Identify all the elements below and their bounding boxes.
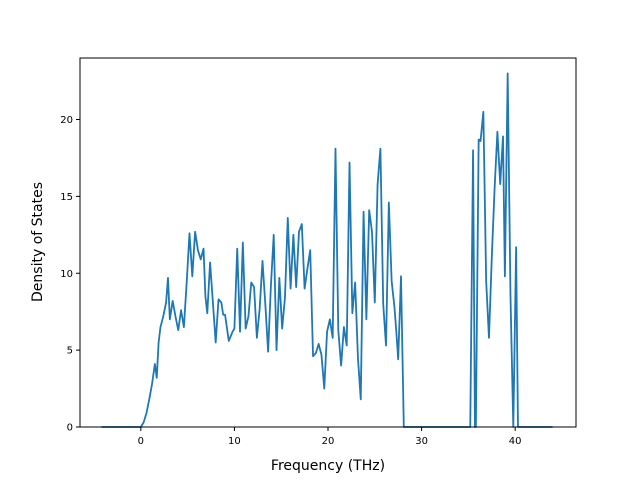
y-tick-label: 20 <box>60 115 73 126</box>
y-tick-label: 0 <box>67 423 73 434</box>
x-tick-label: 10 <box>228 436 241 447</box>
y-axis-title: Density of States <box>30 182 46 302</box>
x-tick-label: 20 <box>322 436 335 447</box>
x-axis-title: Frequency (THz) <box>271 458 385 474</box>
y-tick-label: 15 <box>60 192 73 203</box>
x-axis-ticks: 0 10 20 30 40 <box>138 427 522 447</box>
x-tick-label: 40 <box>509 436 522 447</box>
x-tick-label: 30 <box>415 436 428 447</box>
y-tick-label: 5 <box>67 346 73 357</box>
x-tick-label: 0 <box>138 436 144 447</box>
y-axis-ticks: 0 5 10 15 20 <box>60 115 80 434</box>
y-tick-label: 10 <box>60 269 73 280</box>
